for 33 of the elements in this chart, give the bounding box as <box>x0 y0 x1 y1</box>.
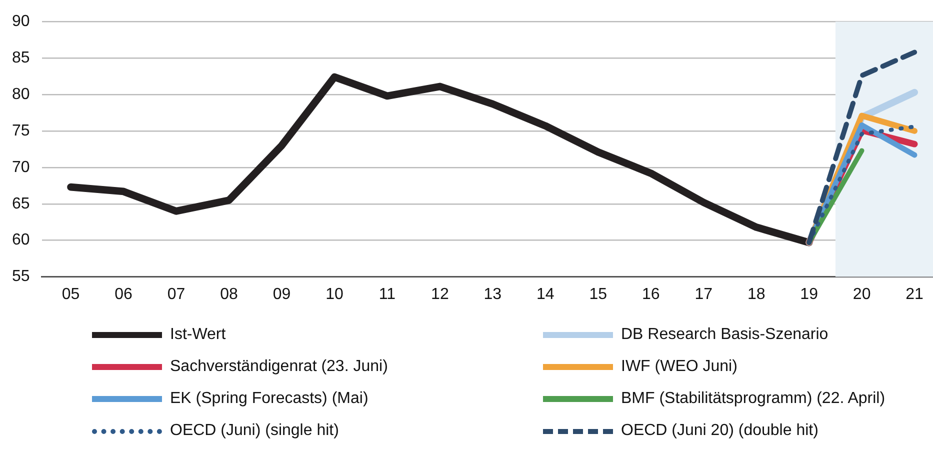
x-tick-label: 07 <box>167 286 186 303</box>
legend-label: DB Research Basis-Szenario <box>621 326 828 344</box>
x-tick-label: 10 <box>326 286 344 303</box>
x-tick-label: 14 <box>536 286 554 303</box>
x-tick-label: 18 <box>747 286 766 303</box>
x-tick-label: 19 <box>800 286 818 303</box>
legend-label: Ist-Wert <box>170 326 226 344</box>
legend-label: OECD (Juni 20) (double hit) <box>621 422 818 440</box>
x-tick-label: 16 <box>642 286 660 303</box>
y-tick-label: 75 <box>12 122 30 140</box>
legend-label: OECD (Juni) (single hit) <box>170 422 339 440</box>
y-tick-label: 60 <box>12 232 30 249</box>
y-tick-label: 70 <box>12 158 30 176</box>
y-tick-label: 90 <box>12 13 30 30</box>
x-tick-label: 06 <box>114 286 133 303</box>
x-tick-label: 12 <box>431 286 449 303</box>
x-tick-label: 09 <box>272 286 291 303</box>
y-tick-label: 85 <box>12 49 30 66</box>
legend-label: EK (Spring Forecasts) (Mai) <box>170 390 368 408</box>
x-tick-label: 13 <box>484 286 502 303</box>
y-tick-label: 55 <box>12 268 30 286</box>
y-tick-label: 80 <box>12 86 30 103</box>
x-tick-label: 20 <box>852 286 871 303</box>
x-tick-label: 21 <box>906 286 924 303</box>
x-tick-label: 11 <box>378 286 396 303</box>
y-tick-label: 65 <box>12 195 30 212</box>
x-tick-label: 08 <box>220 286 238 303</box>
legend-label: Sachverständigenrat (23. Juni) <box>170 358 388 376</box>
x-tick-label: 15 <box>589 286 608 303</box>
legend-label: BMF (Stabilitätsprogramm) (22. April) <box>621 390 886 408</box>
legend-label: IWF (WEO Juni) <box>621 358 738 376</box>
x-tick-label: 17 <box>694 286 713 303</box>
x-tick-label: 05 <box>62 286 80 303</box>
